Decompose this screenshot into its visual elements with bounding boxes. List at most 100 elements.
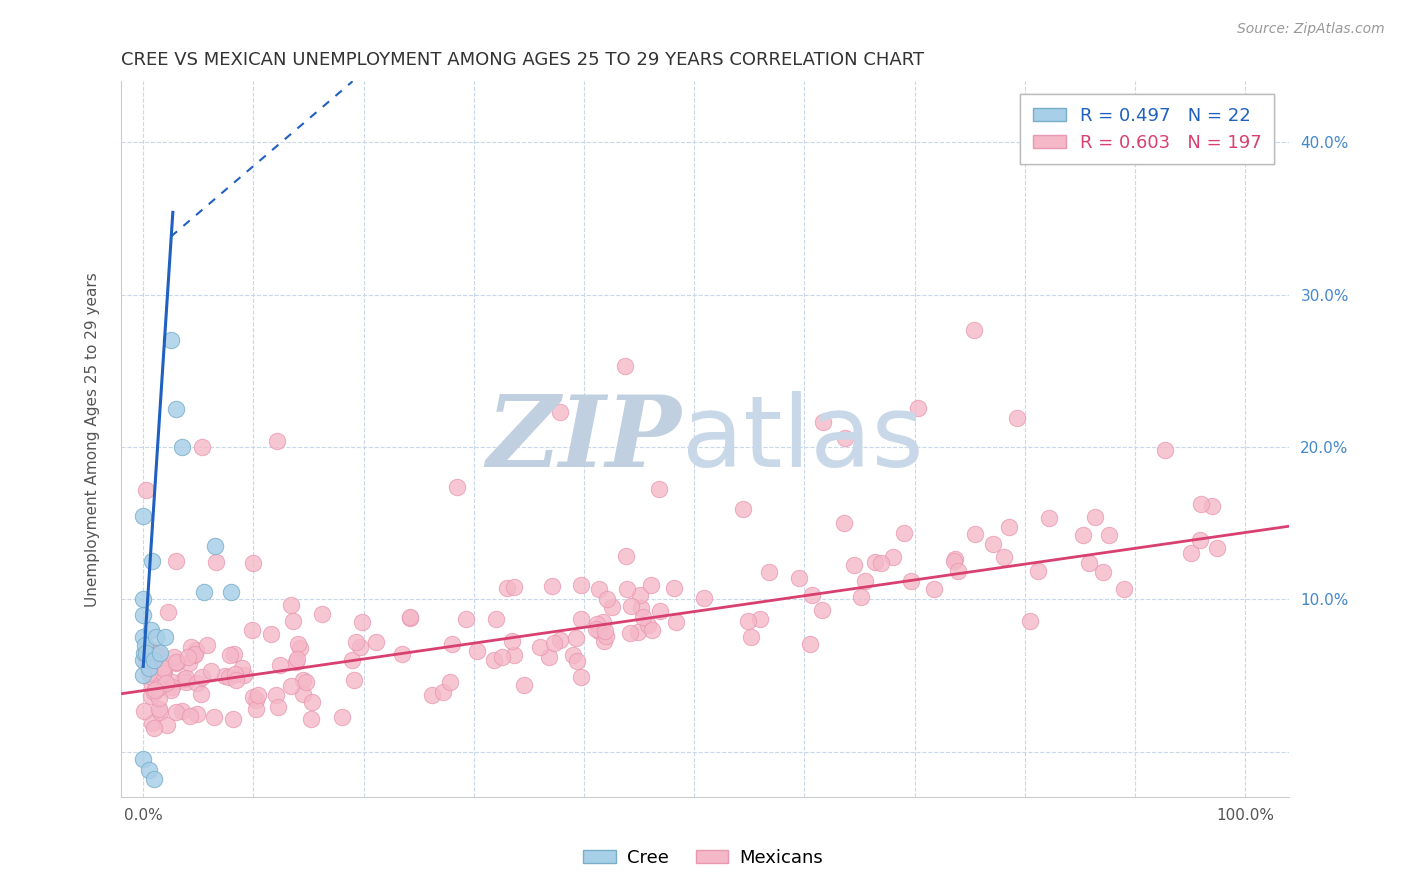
Point xyxy=(222,712,245,726)
Point xyxy=(834,431,856,445)
Point xyxy=(202,710,225,724)
Point xyxy=(330,710,353,724)
Point xyxy=(344,635,367,649)
Point xyxy=(900,574,922,588)
Text: Source: ZipAtlas.com: Source: ZipAtlas.com xyxy=(1237,22,1385,37)
Point xyxy=(485,612,508,626)
Point xyxy=(139,623,162,637)
Point xyxy=(260,627,283,641)
Point xyxy=(811,603,834,617)
Point xyxy=(166,655,188,669)
Point xyxy=(176,674,198,689)
Point xyxy=(799,637,821,651)
Point xyxy=(292,687,315,701)
Point xyxy=(844,558,866,572)
Point xyxy=(640,578,662,592)
Point xyxy=(811,415,834,429)
Point xyxy=(157,605,180,619)
Text: ZIP: ZIP xyxy=(486,391,682,488)
Point xyxy=(740,630,762,644)
Point xyxy=(186,675,208,690)
Point xyxy=(922,582,945,597)
Point xyxy=(1201,499,1223,513)
Point xyxy=(135,646,157,660)
Point xyxy=(602,600,624,615)
Point xyxy=(311,607,333,621)
Point xyxy=(943,552,966,566)
Point xyxy=(585,622,607,636)
Point xyxy=(141,677,163,691)
Point xyxy=(342,653,364,667)
Point xyxy=(565,654,588,668)
Point xyxy=(1026,564,1049,578)
Point xyxy=(132,653,155,667)
Point xyxy=(160,683,183,698)
Point xyxy=(283,614,305,628)
Point xyxy=(301,695,323,709)
Point xyxy=(141,554,163,568)
Legend: R = 0.497   N = 22, R = 0.603   N = 197: R = 0.497 N = 22, R = 0.603 N = 197 xyxy=(1021,94,1274,164)
Point xyxy=(853,574,876,589)
Point xyxy=(245,702,267,716)
Point xyxy=(548,633,571,648)
Point xyxy=(343,673,366,688)
Point xyxy=(981,537,1004,551)
Point xyxy=(197,638,219,652)
Point xyxy=(240,623,263,637)
Point xyxy=(148,648,170,662)
Text: atlas: atlas xyxy=(682,391,924,488)
Point xyxy=(159,334,181,348)
Point xyxy=(614,549,637,563)
Point xyxy=(543,636,565,650)
Point xyxy=(564,631,586,645)
Point xyxy=(149,646,172,660)
Point xyxy=(139,689,162,703)
Point xyxy=(963,323,986,337)
Point xyxy=(569,612,592,626)
Point xyxy=(156,718,179,732)
Point xyxy=(160,681,183,695)
Point xyxy=(593,634,616,648)
Point xyxy=(204,539,226,553)
Point xyxy=(135,657,157,671)
Point xyxy=(148,690,170,705)
Point xyxy=(173,672,195,686)
Point xyxy=(733,501,755,516)
Point xyxy=(592,615,614,630)
Point xyxy=(758,565,780,579)
Point xyxy=(569,670,592,684)
Point xyxy=(200,664,222,678)
Point xyxy=(454,612,477,626)
Point xyxy=(1005,411,1028,425)
Point xyxy=(399,610,422,624)
Point xyxy=(135,483,157,497)
Point xyxy=(596,591,619,606)
Y-axis label: Unemployment Among Ages 25 to 29 years: Unemployment Among Ages 25 to 29 years xyxy=(86,272,100,607)
Point xyxy=(501,634,523,648)
Point xyxy=(942,554,965,568)
Point xyxy=(963,527,986,541)
Point xyxy=(177,656,200,670)
Point xyxy=(165,706,187,720)
Point xyxy=(242,557,264,571)
Point xyxy=(588,624,610,638)
Point xyxy=(364,635,387,649)
Point xyxy=(132,508,155,523)
Point xyxy=(143,653,166,667)
Point xyxy=(1077,557,1099,571)
Point xyxy=(180,640,202,655)
Point xyxy=(267,699,290,714)
Point xyxy=(529,640,551,654)
Point xyxy=(569,578,592,592)
Point xyxy=(224,667,246,681)
Point xyxy=(132,607,155,622)
Point xyxy=(352,615,374,629)
Point xyxy=(1084,509,1107,524)
Point xyxy=(737,614,759,628)
Point xyxy=(993,550,1015,565)
Point xyxy=(748,612,770,626)
Legend: Cree, Mexicans: Cree, Mexicans xyxy=(576,842,830,874)
Point xyxy=(221,584,243,599)
Point xyxy=(138,665,160,680)
Point xyxy=(893,525,915,540)
